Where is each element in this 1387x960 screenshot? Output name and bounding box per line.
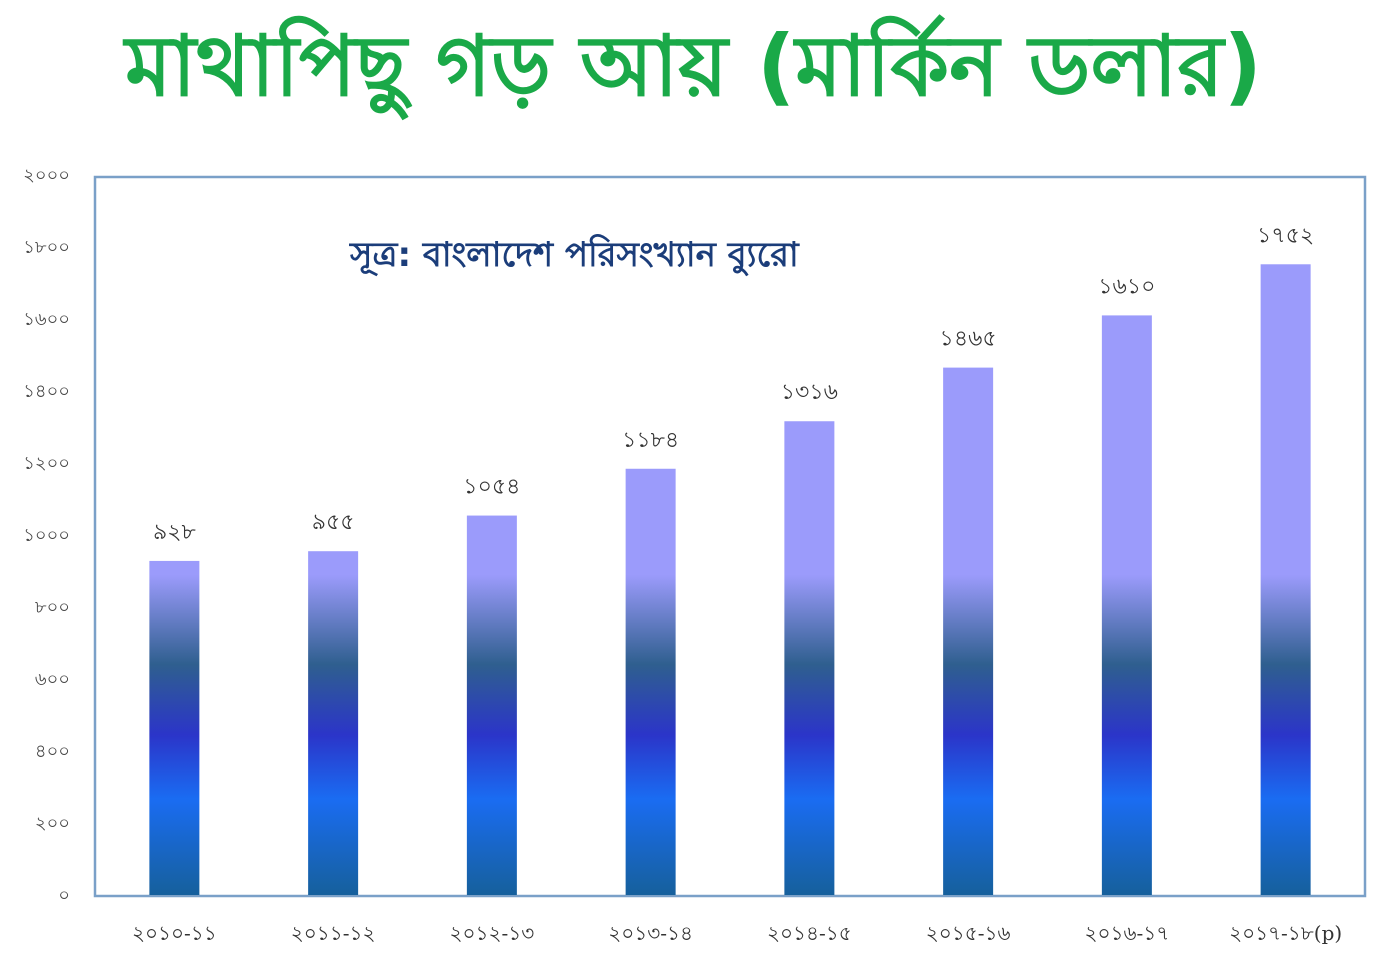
bar: [1260, 264, 1311, 895]
y-tick-label: ২০০০: [23, 165, 70, 186]
bar-value-label: ৯৫৫: [312, 510, 355, 535]
x-tick-label: ২০১৪-১৫: [767, 921, 852, 945]
bar-value-label: ১৩১৬: [781, 380, 838, 405]
y-axis: ০ ২০০ ৪০০ ৬০০ ৮০০ ১০০০ ১২০০ ১৪০০ ১৬০০ ১৮০০ ২০০০: [23, 165, 70, 906]
source-annotation: সূত্র: বাংলাদেশ পরিসংখ্যান ব্যুরো: [349, 234, 800, 277]
x-tick-label: ২০১১-১২: [291, 921, 376, 945]
y-tick-label: ১৬০০: [23, 309, 70, 330]
x-tick-label: ২০১৭-১৮(p): [1229, 921, 1342, 945]
x-tick-label: ২০১৬-১৭: [1085, 921, 1170, 945]
value-labels: ৯২৮ ৯৫৫ ১০৫৪ ১১৮৪ ১৩১৬ ১৪৬৫ ১৬১০ ১৭৫২: [153, 223, 1314, 545]
bar-value-label: ১০৫৪: [463, 475, 520, 500]
y-tick-label: ৪০০: [35, 741, 70, 762]
bar-series: [149, 264, 1311, 896]
chart-title: মাথাপিছু গড় আয় (মার্কিন ডলার): [125, 17, 1262, 115]
y-tick-label: ১২০০: [23, 453, 70, 474]
bar: [149, 560, 200, 895]
bar-value-label: ১৬১০: [1098, 274, 1155, 299]
y-tick-label: ৮০০: [35, 597, 70, 618]
y-tick-label: ২০০: [35, 813, 70, 834]
x-tick-label: ২০১৫-১৬: [926, 921, 1011, 945]
x-tick-label: ২০১২-১৩: [450, 921, 535, 945]
bar-value-label: ১৭৫২: [1257, 223, 1314, 248]
bar: [784, 421, 835, 895]
y-tick-label: ১০০০: [23, 525, 70, 546]
x-axis: ২০১০-১১ ২০১১-১২ ২০১২-১৩ ২০১৩-১৪ ২০১৪-১৫ ২০১৫-…: [132, 921, 1342, 945]
bar-value-label: ১৪৬৫: [940, 327, 997, 352]
bar-value-label: ৯২৮: [153, 520, 196, 545]
x-tick-label: ২০১৩-১৪: [608, 921, 693, 945]
bar-value-label: ১১৮৪: [622, 428, 679, 453]
y-tick-label: ১৮০০: [23, 237, 70, 258]
y-tick-label: ০: [58, 885, 70, 906]
x-tick-label: ২০১০-১১: [132, 921, 217, 945]
bar: [943, 367, 994, 896]
plot-frame: [93, 175, 1367, 898]
bar: [625, 468, 676, 895]
y-tick-label: ১৪০০: [23, 381, 70, 402]
bar: [308, 551, 359, 895]
y-tick-label: ৬০০: [35, 669, 70, 690]
bar: [466, 515, 517, 895]
bar: [1101, 315, 1152, 895]
